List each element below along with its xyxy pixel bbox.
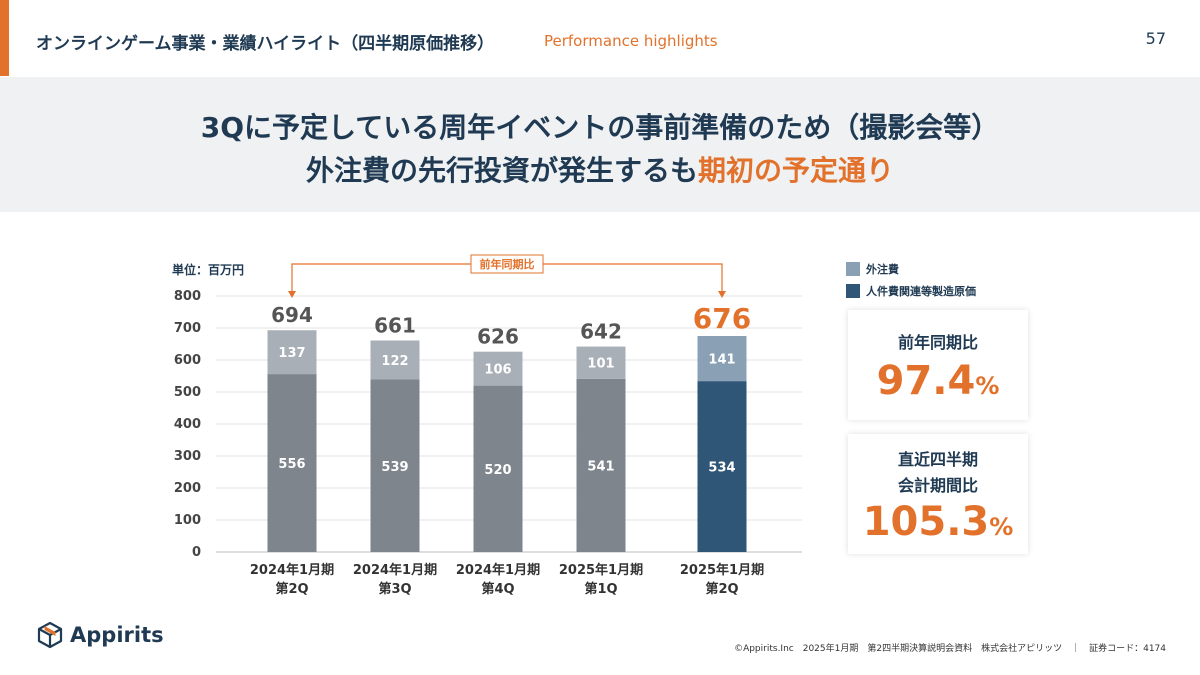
legend-swatch [846, 262, 860, 276]
bar-outsourcing-value-label: 141 [708, 353, 735, 368]
bar-total-label: 676 [693, 302, 751, 335]
headline-line-2-highlight: 期初の予定通り [698, 154, 895, 187]
bar-personnel-cost [267, 374, 317, 552]
yoy-card-percent-sign: % [975, 372, 1000, 400]
bar-outsourcing-cost [267, 330, 317, 375]
qoq-card: 直近四半期 会計期間比 105.3% [848, 434, 1028, 554]
headline-line-2-text: 外注費の先行投資が発生するも [305, 154, 698, 187]
y-tick-label: 0 [192, 545, 201, 560]
y-tick-label: 500 [174, 385, 201, 400]
x-category-label: 第4Q [481, 581, 514, 597]
bar-outsourcing-value-label: 137 [278, 346, 305, 361]
legend-label: 外注費 [865, 262, 899, 276]
qoq-card-label-line-1: 直近四半期 [897, 450, 978, 469]
y-tick-label: 400 [174, 417, 201, 432]
qoq-card-percent-sign: % [989, 513, 1014, 541]
bar-outsourcing-cost [473, 351, 523, 386]
legend-label: 人件費関連等製造原価 [866, 284, 976, 298]
qoq-card-label-line-2: 会計期間比 [897, 476, 978, 495]
bar-personnel-value-label: 539 [381, 460, 408, 475]
bar-total-label: 661 [374, 313, 416, 337]
bar-outsourcing-cost [576, 346, 626, 379]
bar-outsourcing-value-label: 106 [484, 363, 511, 378]
logo-text: Appirits [70, 623, 164, 647]
footer-text: ©Appirits.Inc 2025年1月期 第2四半期決算説明会資料 株式会社… [734, 644, 1166, 654]
y-tick-label: 600 [174, 353, 201, 368]
unit-label: 単位：百万円 [172, 262, 244, 277]
x-category-label: 2024年1月期 [353, 562, 437, 578]
yoy-card-label: 前年同期比 [897, 333, 978, 352]
bar-personnel-value-label: 534 [708, 461, 735, 476]
x-category-label: 第1Q [584, 581, 617, 597]
y-tick-label: 700 [174, 321, 201, 336]
bar-total-label: 626 [477, 325, 519, 349]
x-category-label: 第3Q [378, 581, 411, 597]
comparison-label: 前年同期比 [480, 257, 535, 271]
x-category-label: 2024年1月期 [456, 562, 540, 578]
headline-banner: 3Qに予定している周年イベントの事前準備のため（撮影会等） 外注費の先行投資が発… [0, 77, 1200, 212]
cube-logo-icon [37, 621, 63, 649]
bar-personnel-cost [370, 379, 420, 552]
bar-outsourcing-value-label: 122 [381, 354, 408, 369]
bar-personnel-cost [576, 378, 626, 552]
bar-outsourcing-cost [370, 340, 420, 380]
page-title: オンラインゲーム事業・業績ハイライト（四半期原価推移） [36, 34, 495, 54]
legend-swatch [846, 284, 860, 298]
bar-total-label: 694 [271, 303, 313, 327]
qoq-card-value: 105.3 [862, 499, 990, 545]
headline-line-2: 外注費の先行投資が発生するも期初の予定通り [0, 149, 1200, 189]
page-number: 57 [1145, 29, 1166, 48]
header-accent-bar [0, 0, 9, 76]
bar-outsourcing-value-label: 101 [587, 357, 614, 372]
bar-personnel-value-label: 541 [587, 459, 614, 474]
appirits-logo: Appirits [36, 621, 164, 649]
x-category-label: 第2Q [705, 581, 738, 597]
bar-personnel-value-label: 556 [278, 457, 305, 472]
x-category-label: 2025年1月期 [680, 562, 764, 578]
yoy-card: 前年同期比 97.4% [848, 310, 1028, 420]
x-category-label: 第2Q [275, 581, 308, 597]
bar-personnel-cost [473, 385, 523, 552]
y-tick-label: 100 [174, 513, 201, 528]
y-tick-label: 300 [174, 449, 201, 464]
bar-personnel-cost [697, 381, 747, 552]
x-category-label: 2025年1月期 [559, 562, 643, 578]
bar-outsourcing-cost [697, 336, 747, 382]
y-tick-label: 800 [174, 289, 201, 304]
headline-line-1: 3Qに予定している周年イベントの事前準備のため（撮影会等） [200, 111, 1000, 144]
bar-personnel-value-label: 520 [484, 463, 511, 478]
comparison-arrowhead-right [718, 291, 726, 298]
page-subtitle: Performance highlights [544, 32, 718, 50]
bar-total-label: 642 [580, 320, 622, 344]
comparison-arrowhead-left [288, 291, 296, 298]
yoy-card-value: 97.4 [876, 358, 976, 404]
cost-trend-chart: 単位：百万円 0 100 200 300 400 500 600 700 800 556 137 694… [172, 254, 976, 597]
y-tick-label: 200 [174, 481, 201, 496]
x-category-label: 2024年1月期 [250, 562, 334, 578]
comparison-label-box [470, 254, 544, 274]
